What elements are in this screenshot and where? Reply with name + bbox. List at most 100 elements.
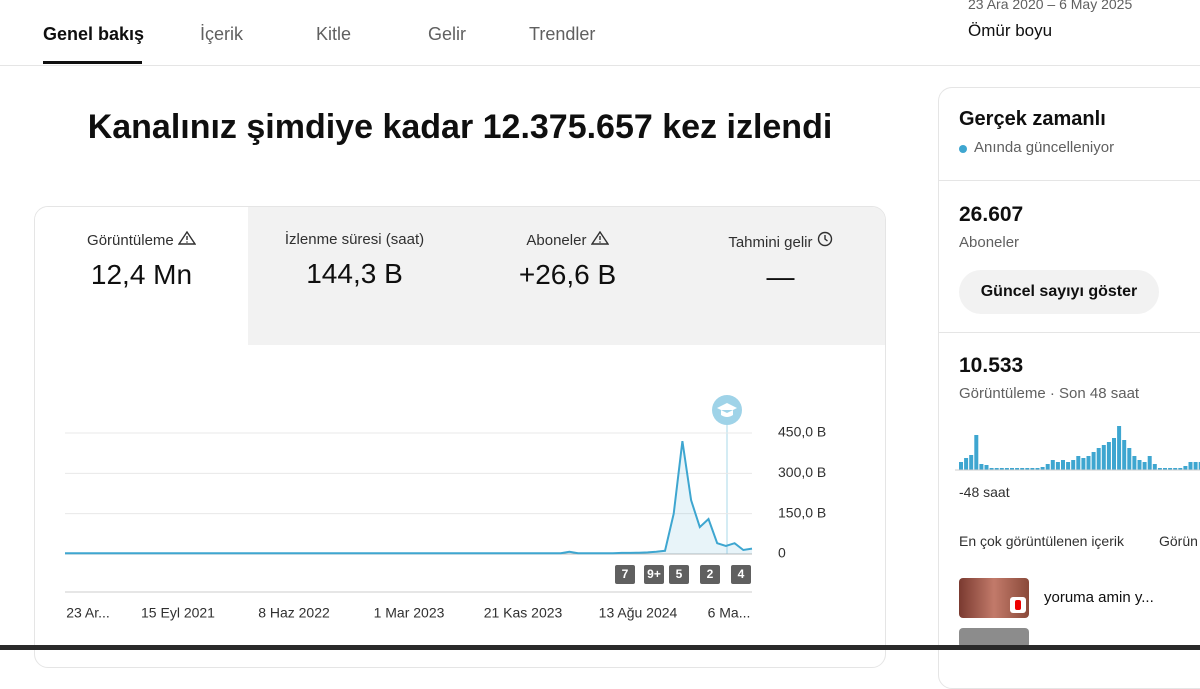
realtime-bar — [1055, 462, 1060, 470]
realtime-bar — [974, 435, 979, 470]
realtime-bar — [1127, 448, 1132, 470]
realtime-bar — [1020, 468, 1025, 470]
warning-icon — [177, 230, 197, 245]
area — [65, 441, 752, 554]
y-tick-label: 300,0 B — [778, 464, 826, 480]
bars-axis-label: -48 saat — [959, 484, 1010, 500]
realtime-bar — [1071, 460, 1076, 470]
subscriber-label: Aboneler — [959, 234, 1020, 251]
warning-icon — [590, 230, 609, 245]
taskbar — [0, 645, 1200, 650]
realtime-bar — [1035, 468, 1040, 470]
divider — [938, 332, 1200, 333]
x-tick-label: 21 Kas 2023 — [484, 605, 563, 621]
realtime-bar — [1188, 462, 1193, 470]
event-marker — [669, 565, 689, 584]
event-marker-label: 5 — [676, 567, 683, 581]
metric[interactable]: İzlenme süresi (saat) 144,3 B — [248, 207, 462, 345]
view-count: 10.533 — [959, 354, 1024, 377]
realtime-bar — [989, 468, 994, 470]
event-marker-label: 2 — [707, 567, 714, 581]
top-bar — [0, 0, 1200, 66]
metric[interactable]: Aboneler +26,6 B — [461, 207, 675, 345]
realtime-bar — [994, 468, 999, 470]
tab[interactable]: Gelir — [428, 24, 467, 44]
y-tick-label: 450,0 B — [778, 424, 826, 440]
realtime-bar — [1061, 460, 1065, 470]
event-marker-label: 4 — [738, 567, 745, 581]
realtime-status: Anında güncelleniyor — [974, 139, 1115, 156]
milestone-glyph — [717, 403, 737, 417]
realtime-bar — [1193, 462, 1198, 470]
y-tick-label: 0 — [778, 545, 786, 561]
realtime-bar — [1076, 456, 1081, 470]
clock-icon — [817, 231, 832, 247]
overview-card: Görüntüleme 12,4 Mn İzlenme süresi (saat… — [34, 206, 886, 668]
realtime-bar — [1112, 438, 1116, 470]
event-marker-label: 9+ — [647, 567, 661, 581]
view-label: Görüntüleme · Son 48 saat — [959, 385, 1140, 402]
metric-label: İzlenme süresi (saat) — [284, 231, 425, 248]
tab[interactable]: Trendler — [529, 24, 596, 44]
realtime-bar — [1198, 462, 1200, 470]
realtime-bar — [1147, 456, 1152, 470]
top-content-tab[interactable]: Görün — [1159, 533, 1198, 549]
realtime-bar — [1050, 460, 1055, 470]
realtime-bar — [1025, 468, 1030, 470]
line — [65, 440, 753, 555]
subscriber-count: 26.607 — [959, 203, 1024, 226]
tab[interactable]: Genel bakış — [43, 24, 145, 44]
realtime-bar — [959, 462, 963, 470]
realtime-bar — [1096, 448, 1101, 470]
x-tick-label: 6 Ma... — [708, 605, 751, 621]
realtime-bar — [1168, 468, 1173, 470]
x-tick-label: 1 Mar 2023 — [374, 605, 445, 621]
metric-value: 12,4 Mn — [90, 259, 193, 290]
realtime-bar — [1010, 468, 1014, 470]
metric-label: Tahmini gelir — [728, 234, 813, 251]
show-count-button[interactable]: Güncel sayıyı göster — [959, 270, 1159, 314]
tab[interactable]: İçerik — [200, 24, 244, 44]
realtime-bar — [1086, 456, 1091, 470]
tab-underline — [43, 61, 142, 64]
event-marker — [615, 565, 635, 584]
x-tick-label: 23 Ar... — [66, 605, 110, 621]
metric-value: +26,6 B — [518, 259, 617, 290]
realtime-bar — [969, 455, 974, 470]
metric[interactable]: Görüntüleme 12,4 Mn — [35, 207, 249, 345]
event-marker-label: 7 — [622, 567, 629, 581]
realtime-title: Gerçek zamanlı — [959, 108, 1106, 130]
realtime-bar — [1163, 468, 1167, 470]
realtime-bar — [1106, 442, 1111, 470]
metric[interactable]: Tahmini gelir — — [674, 207, 885, 345]
realtime-bar — [1101, 445, 1106, 470]
shorts-badge — [1010, 597, 1026, 613]
tab[interactable]: Kitle — [316, 24, 352, 44]
date-range: 23 Ara 2020 – 6 May 2025 — [968, 0, 1133, 12]
realtime-bar — [1157, 468, 1162, 470]
video-title[interactable]: yoruma amin y... — [1044, 589, 1154, 606]
period[interactable]: Ömür boyu — [968, 21, 1053, 40]
realtime-bar — [1004, 468, 1009, 470]
video-thumbnail[interactable] — [959, 628, 1029, 648]
x-tick-label: 8 Haz 2022 — [258, 605, 330, 621]
x-tick-label: 15 Eyl 2021 — [141, 605, 215, 621]
realtime-bar — [1091, 452, 1096, 470]
divider — [938, 180, 1200, 181]
metric-value: 144,3 B — [306, 258, 403, 289]
headline: Kanalınız şimdiye kadar 12.375.657 kez i… — [87, 108, 833, 146]
metric-label: Aboneler — [526, 232, 587, 249]
realtime-bar — [1081, 458, 1086, 470]
realtime-bar — [1173, 468, 1178, 470]
realtime-bars — [955, 426, 1200, 471]
realtime-bar — [1045, 464, 1050, 470]
realtime-bar — [1178, 468, 1183, 470]
event-marker — [700, 565, 720, 584]
realtime-bar — [1152, 464, 1157, 470]
realtime-bar — [1030, 468, 1035, 470]
event-marker — [731, 565, 751, 584]
metric-label: Görüntüleme — [87, 232, 174, 249]
realtime-bar — [979, 464, 984, 470]
realtime-bar — [1117, 426, 1122, 470]
